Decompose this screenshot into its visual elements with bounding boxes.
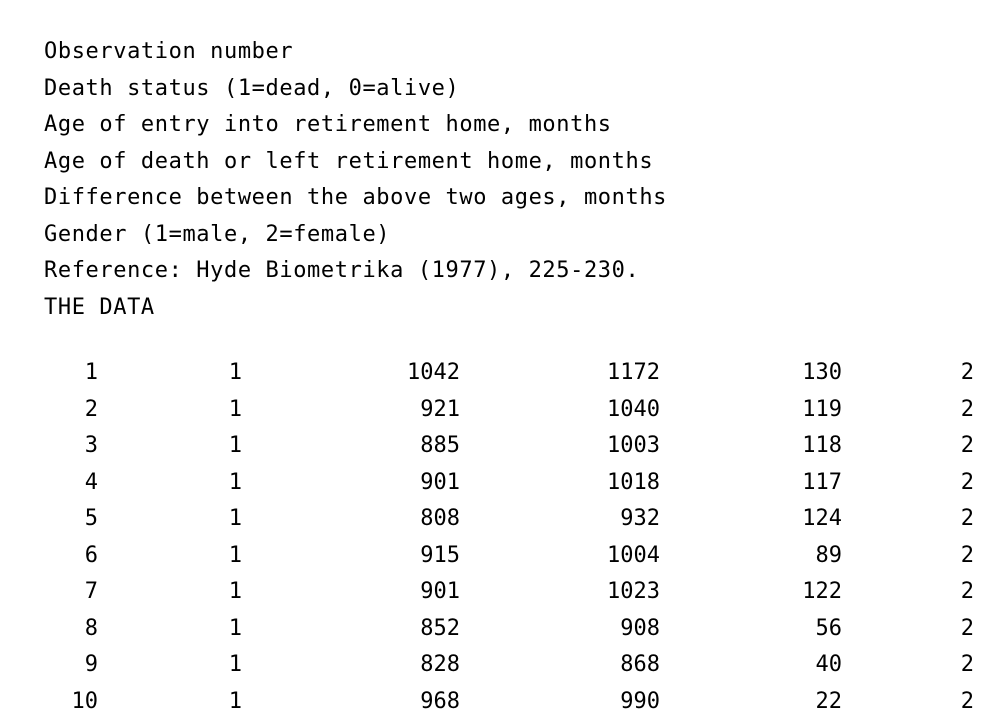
cell-age-difference: 124: [802, 506, 842, 531]
cell-observation-number: 6: [84, 542, 98, 568]
cell-age-of-entry: 852: [420, 615, 460, 641]
cell-observation-number: 4: [84, 469, 98, 495]
table-row: 3 1 885 1003 118 2: [44, 428, 974, 465]
cell-death-status: 1: [228, 652, 242, 677]
table-row: 1 1 1042 1172 130 2: [44, 355, 974, 392]
header-line-gender: Gender (1=male, 2=female): [44, 221, 391, 247]
cell-death-status: 1: [228, 688, 242, 714]
cell-age-difference: 119: [802, 396, 842, 422]
cell-gender: 2: [960, 688, 974, 714]
cell-observation-number: 9: [84, 652, 98, 677]
table-row: 9 1 828 868 40 2: [44, 647, 974, 684]
cell-age-of-death: 1040: [607, 396, 660, 422]
cell-death-status: 1: [228, 433, 242, 458]
data-table: 1 1 1042 1172 130 2 2 1 921 1040 119 2 3 1 885 1003 118 2…: [44, 355, 975, 720]
cell-gender: 2: [960, 542, 974, 568]
cell-observation-number: 10: [71, 688, 99, 714]
cell-age-of-entry: 808: [420, 506, 460, 531]
cell-age-difference: 117: [802, 469, 842, 495]
cell-death-status: 1: [228, 615, 242, 641]
cell-age-of-death: 1003: [607, 433, 660, 458]
header-line-observation-number: Observation number: [44, 39, 294, 64]
table-row: 10 1 968 990 22 2: [44, 684, 975, 720]
cell-age-of-entry: 885: [420, 433, 460, 458]
cell-death-status: 1: [228, 579, 242, 604]
header-line-difference: Difference between the above two ages, m…: [44, 185, 668, 210]
cell-age-of-entry: 915: [420, 542, 460, 568]
header-line-reference: Reference: Hyde Biometrika (1977), 225-2…: [44, 258, 640, 283]
cell-age-of-death: 868: [620, 652, 660, 677]
header-line-age-of-entry: Age of entry into retirement home, month…: [44, 112, 612, 137]
cell-death-status: 1: [228, 360, 242, 385]
cell-age-of-entry: 921: [420, 396, 460, 422]
cell-age-of-death: 1172: [607, 360, 660, 385]
table-row: 8 1 852 908 56 2: [44, 611, 974, 648]
cell-gender: 2: [960, 615, 974, 641]
cell-observation-number: 5: [84, 506, 98, 531]
cell-age-difference: 130: [802, 360, 842, 385]
cell-age-of-death: 990: [620, 688, 660, 714]
cell-gender: 2: [960, 469, 974, 495]
cell-age-of-entry: 901: [420, 469, 460, 495]
cell-gender: 2: [960, 506, 974, 531]
cell-gender: 2: [960, 652, 974, 677]
cell-gender: 2: [960, 433, 974, 458]
table-row: 2 1 921 1040 119 2: [44, 392, 974, 429]
cell-age-difference: 56: [815, 615, 843, 641]
cell-age-of-death: 932: [620, 506, 660, 531]
data-table-body: 1 1 1042 1172 130 2 2 1 921 1040 119 2 3 1 885 1003 118 2…: [44, 355, 975, 720]
table-row: 7 1 901 1023 122 2: [44, 574, 974, 611]
cell-observation-number: 2: [84, 396, 98, 422]
header-line-death-status: Death status (1=dead, 0=alive): [44, 75, 460, 101]
document-text: Observation number Death status (1=dead,…: [44, 34, 974, 714]
cell-age-difference: 89: [815, 542, 843, 568]
cell-gender: 2: [960, 360, 974, 385]
cell-age-difference: 40: [815, 652, 843, 677]
cell-age-of-entry: 968: [420, 688, 460, 714]
cell-age-difference: 122: [802, 579, 842, 604]
cell-age-of-entry: 901: [420, 579, 460, 604]
cell-death-status: 1: [228, 542, 242, 568]
cell-death-status: 1: [228, 469, 242, 495]
cell-age-of-death: 1018: [607, 469, 660, 495]
cell-age-of-death: 1004: [607, 542, 660, 568]
cell-death-status: 1: [228, 506, 242, 531]
cell-age-of-entry: 1042: [407, 360, 460, 385]
cell-observation-number: 3: [84, 433, 98, 458]
cell-observation-number: 8: [84, 615, 98, 641]
table-row: 5 1 808 932 124 2: [44, 501, 974, 538]
cell-age-difference: 118: [802, 433, 842, 458]
table-row: 4 1 901 1018 117 2: [44, 465, 974, 502]
table-row: 6 1 915 1004 89 2: [44, 538, 974, 575]
cell-age-of-death: 1023: [607, 579, 660, 604]
cell-age-difference: 22: [815, 688, 843, 714]
cell-death-status: 1: [228, 396, 242, 422]
cell-age-of-entry: 828: [420, 652, 460, 677]
header-line-age-of-death: Age of death or left retirement home, mo…: [44, 148, 654, 174]
cell-age-of-death: 908: [620, 615, 660, 641]
cell-observation-number: 1: [84, 360, 98, 385]
header-line-the-data: THE DATA: [44, 294, 155, 320]
cell-gender: 2: [960, 579, 974, 604]
cell-gender: 2: [960, 396, 974, 422]
cell-observation-number: 7: [84, 579, 98, 604]
